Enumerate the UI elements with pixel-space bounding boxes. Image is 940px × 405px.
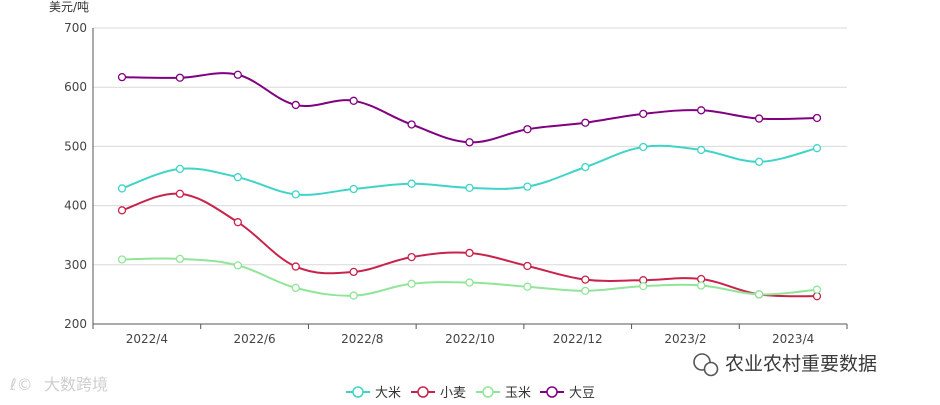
y-tick-label: 700 (64, 21, 87, 35)
y-axis-tick-labels: 200 300 400 500 600 700 (64, 21, 87, 331)
watermark-logo-icon: ℓ© (9, 375, 33, 394)
legend-marker-icon (482, 386, 494, 398)
data-point[interactable] (523, 282, 532, 291)
data-point[interactable] (581, 275, 590, 284)
data-point[interactable] (349, 267, 358, 277)
data-point[interactable] (812, 285, 822, 294)
data-point[interactable] (697, 106, 706, 115)
legend-label: 大豆 (569, 386, 595, 401)
data-point[interactable] (407, 279, 416, 288)
legend-marker-icon (417, 386, 429, 398)
y-tick-label: 600 (64, 80, 87, 94)
legend-item[interactable]: 小麦 (411, 386, 466, 401)
data-point[interactable] (233, 173, 242, 182)
series-line (121, 257, 818, 297)
data-point[interactable] (523, 182, 532, 191)
x-tick-label: 2022/4 (126, 332, 168, 346)
y-tick-label: 300 (64, 258, 87, 272)
data-point[interactable] (349, 96, 358, 105)
watermark-left: ℓ© 大数跨境 (9, 375, 108, 394)
data-point[interactable] (291, 100, 300, 110)
data-point[interactable] (465, 248, 474, 258)
x-tick-label: 2022/6 (233, 332, 275, 346)
data-point[interactable] (523, 125, 532, 134)
gridlines (93, 27, 847, 266)
data-point[interactable] (291, 262, 300, 271)
data-point[interactable] (697, 145, 706, 155)
data-point[interactable] (175, 164, 185, 174)
legend-item[interactable]: 玉米 (476, 386, 531, 401)
data-point[interactable] (233, 70, 242, 79)
legend-marker-icon (546, 386, 558, 398)
y-axis-unit: 美元/吨 (49, 0, 89, 14)
data-point[interactable] (349, 184, 358, 194)
data-point[interactable] (639, 142, 648, 152)
x-tick-label: 2022/8 (341, 332, 383, 346)
watermark-right: 农业农村重要数据 (693, 353, 877, 377)
data-point[interactable] (581, 286, 590, 295)
data-point[interactable] (812, 113, 822, 123)
data-point[interactable] (754, 114, 764, 123)
data-point[interactable] (465, 183, 474, 192)
data-point[interactable] (465, 138, 474, 147)
legend-marker-icon (352, 386, 364, 398)
data-point[interactable] (117, 255, 127, 264)
y-tick-label: 400 (64, 199, 87, 213)
series-4 (117, 70, 822, 147)
data-point[interactable] (407, 179, 416, 188)
data-point[interactable] (117, 184, 127, 193)
data-point[interactable] (581, 162, 590, 172)
series-group (117, 70, 822, 301)
series-3 (117, 254, 822, 300)
y-tick-label: 200 (64, 317, 87, 331)
data-point[interactable] (754, 290, 764, 299)
legend-item[interactable]: 大米 (346, 386, 401, 401)
data-point[interactable] (581, 118, 590, 127)
watermark-left-text: 大数跨境 (44, 375, 108, 394)
data-point[interactable] (697, 281, 706, 290)
series-line (121, 72, 818, 144)
data-point[interactable] (175, 73, 185, 82)
x-tick-label: 2022/12 (553, 332, 603, 346)
legend-label: 大米 (375, 386, 401, 401)
data-point[interactable] (117, 72, 127, 82)
y-tick-label: 500 (64, 139, 87, 153)
wechat-icon (693, 353, 719, 377)
legend-item[interactable]: 大豆 (540, 386, 595, 401)
x-axis-ticks: 2022/4 2022/6 2022/8 2022/10 2022/12 2023/2 20… (92, 324, 848, 346)
x-tick-label: 2022/10 (445, 332, 495, 346)
x-tick-label: 2023/4 (772, 332, 814, 346)
series-1 (117, 142, 822, 199)
x-tick-label: 2023/2 (664, 332, 706, 346)
legend-label: 玉米 (505, 386, 531, 401)
data-point[interactable] (175, 189, 185, 198)
data-point[interactable] (233, 218, 242, 227)
data-point[interactable] (812, 144, 822, 153)
data-point[interactable] (407, 120, 416, 129)
data-point[interactable] (175, 254, 185, 264)
data-point[interactable] (465, 278, 474, 287)
legend-label: 小麦 (440, 386, 466, 401)
data-point[interactable] (639, 281, 648, 291)
data-point[interactable] (117, 206, 127, 215)
data-point[interactable] (291, 283, 300, 293)
data-point[interactable] (523, 261, 532, 271)
legend[interactable]: 大米 小麦 玉米 大豆 (346, 386, 595, 401)
data-point[interactable] (407, 252, 416, 262)
data-point[interactable] (639, 109, 648, 118)
data-point[interactable] (291, 190, 300, 199)
data-point[interactable] (754, 157, 764, 166)
data-point[interactable] (233, 261, 242, 270)
watermark-right-text: 农业农村重要数据 (725, 353, 877, 375)
data-point[interactable] (349, 291, 358, 300)
